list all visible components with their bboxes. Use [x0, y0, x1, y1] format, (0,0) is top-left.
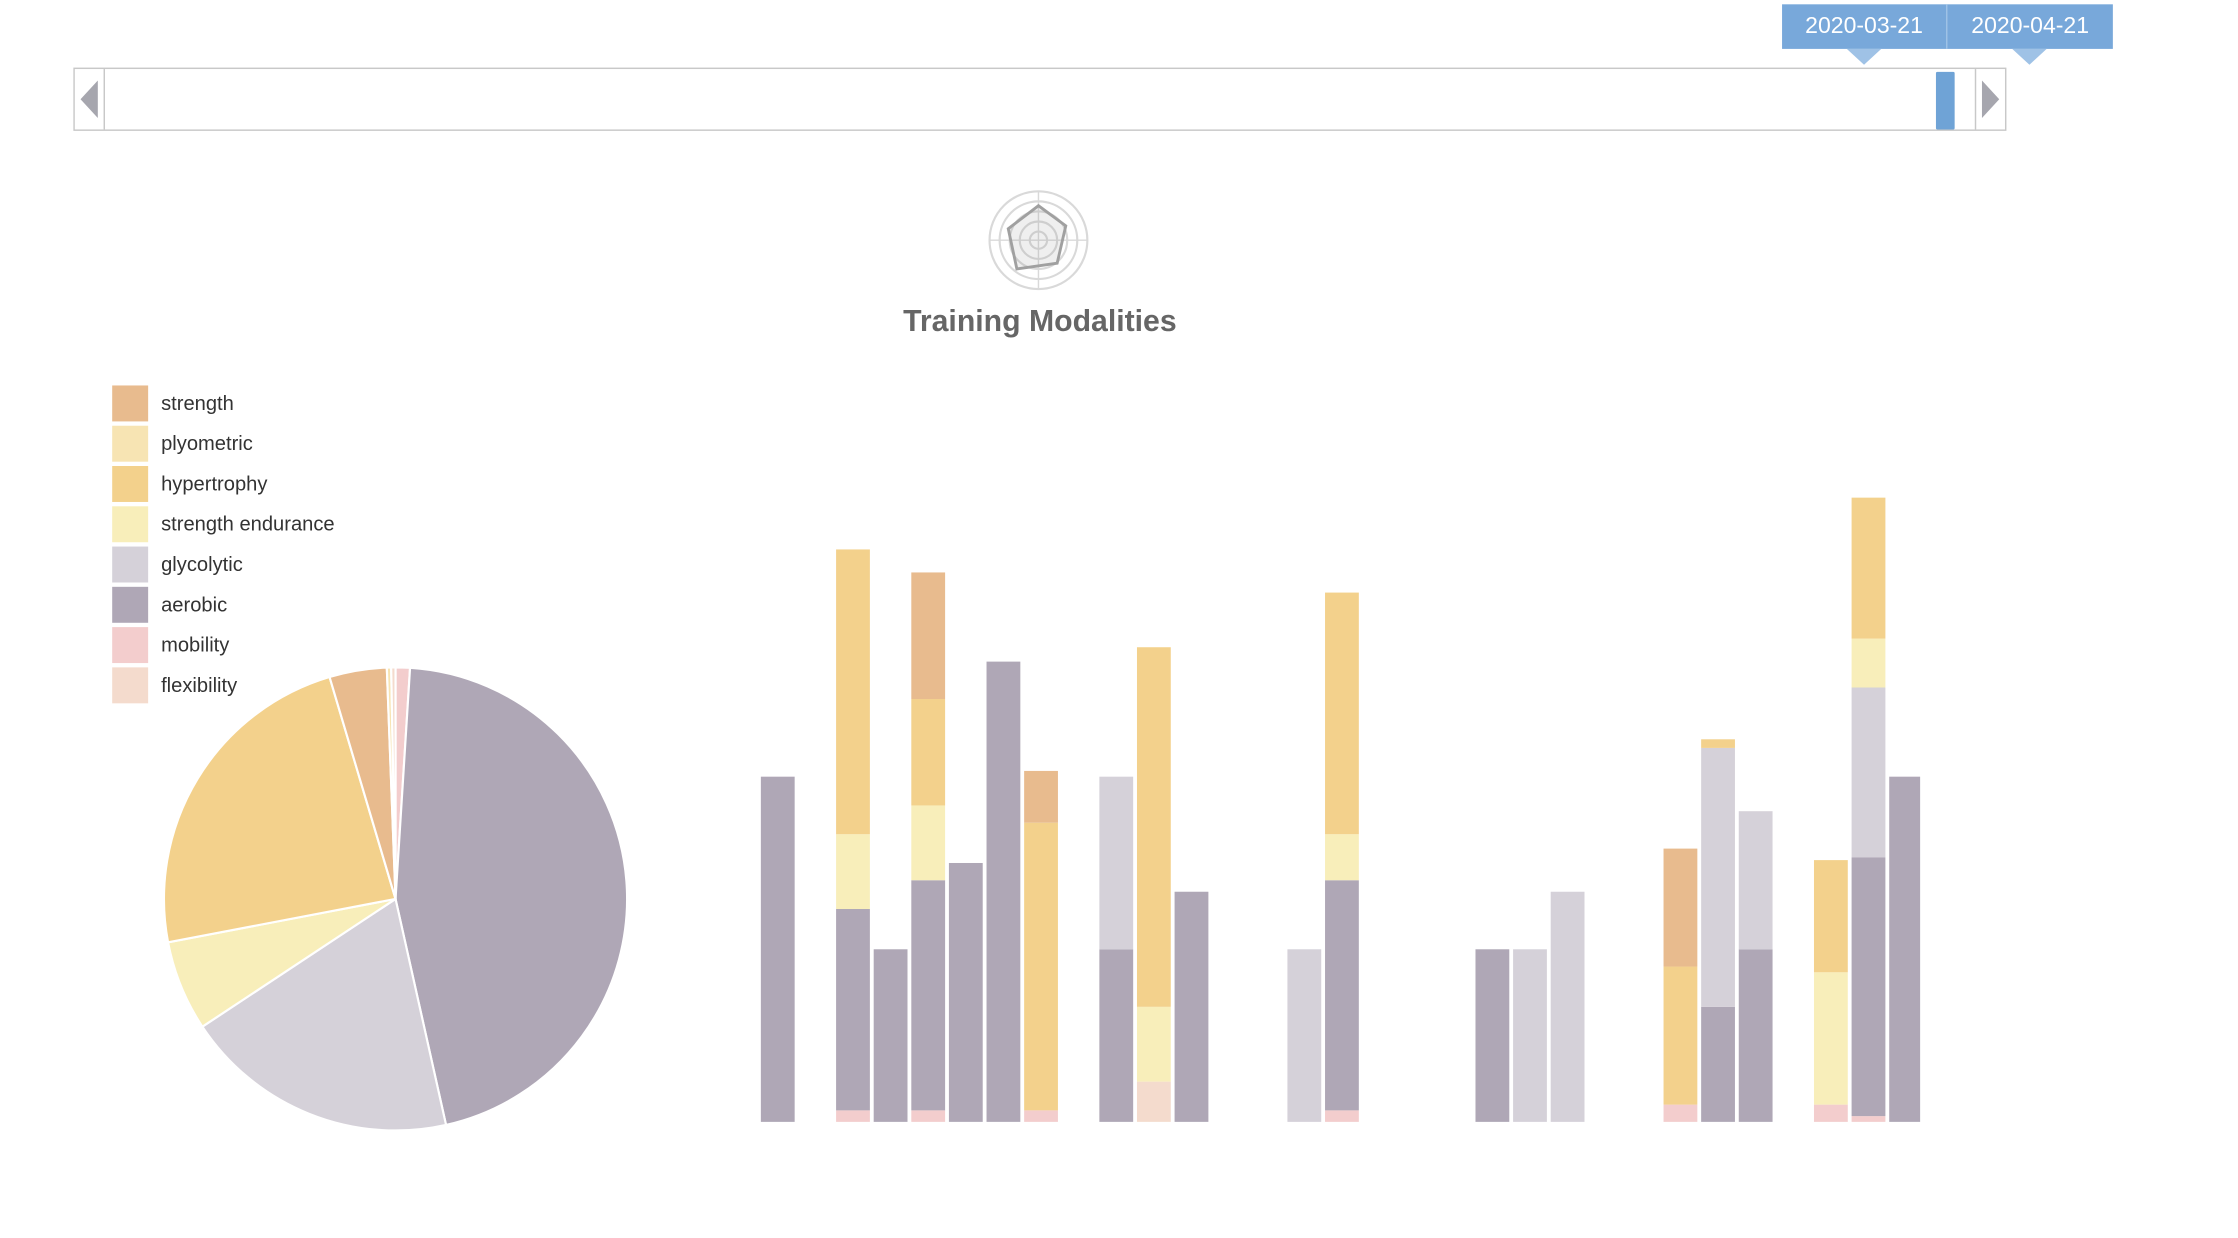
bar-segment-aerobic-26[interactable]	[1701, 1006, 1735, 1122]
chart-title: Training Modalities	[903, 304, 1177, 339]
arrow-right-icon	[1981, 80, 2000, 118]
bar-segment-aerobic-20[interactable]	[1475, 949, 1510, 1122]
range-end-date: 2020-04-21	[1946, 4, 2113, 65]
bar-segment-mobility-5[interactable]	[911, 1110, 946, 1122]
bar-segment-strength-endurance-29[interactable]	[1813, 972, 1848, 1105]
pie-slice-aerobic[interactable]	[394, 666, 629, 1127]
slider-handle[interactable]	[1935, 71, 1955, 130]
pie-chart	[162, 666, 629, 1132]
bar-segment-glycolytic-15[interactable]	[1287, 949, 1322, 1122]
bar-segment-hypertrophy-5[interactable]	[911, 699, 946, 806]
bar-segment-aerobic-16[interactable]	[1325, 880, 1359, 1111]
bar-segment-hypertrophy-26[interactable]	[1701, 739, 1735, 748]
range-start-date: 2020-03-21	[1782, 4, 1947, 65]
legend-swatch	[112, 506, 149, 543]
legend-swatch	[112, 586, 149, 623]
bar-segment-strength-25[interactable]	[1663, 848, 1698, 967]
bar-segment-mobility-30[interactable]	[1851, 1116, 1886, 1122]
bar-segment-aerobic-12[interactable]	[1174, 891, 1209, 1122]
bar-segment-mobility-16[interactable]	[1325, 1110, 1359, 1122]
bar-segment-glycolytic-10[interactable]	[1099, 776, 1134, 950]
bar-segment-aerobic-30[interactable]	[1851, 857, 1886, 1117]
bar-segment-hypertrophy-25[interactable]	[1663, 966, 1698, 1105]
bar-segment-aerobic-3[interactable]	[836, 909, 870, 1111]
bar-segment-aerobic-4[interactable]	[873, 949, 908, 1122]
slider-prev-button[interactable]	[75, 69, 105, 130]
legend-label: glycolytic	[161, 552, 243, 576]
legend-swatch	[112, 385, 149, 422]
legend-swatch	[112, 466, 149, 502]
legend-label: hypertrophy	[161, 471, 268, 495]
bar-segment-hypertrophy-29[interactable]	[1813, 860, 1848, 973]
bar-segment-strength-5[interactable]	[911, 572, 946, 700]
legend-label: flexibility	[161, 673, 238, 697]
bar-segment-aerobic-27[interactable]	[1738, 949, 1773, 1122]
legend-label: mobility	[161, 632, 230, 656]
bar-segment-hypertrophy-3[interactable]	[836, 549, 870, 835]
bar-segment-mobility-25[interactable]	[1663, 1104, 1698, 1122]
bar-segment-glycolytic-22[interactable]	[1550, 891, 1585, 1122]
pie-slice-hypertrophy[interactable]	[162, 675, 397, 944]
legend-label: strength endurance	[161, 512, 335, 536]
date-range-slider[interactable]	[73, 67, 2007, 131]
bar-segment-glycolytic-26[interactable]	[1701, 747, 1735, 1007]
bar-segment-strength-endurance-5[interactable]	[911, 805, 946, 881]
legend-label: strength	[161, 391, 234, 415]
bar-segment-aerobic-10[interactable]	[1099, 949, 1134, 1122]
pie-slice-glycolytic[interactable]	[200, 897, 448, 1132]
bar-segment-hypertrophy-11[interactable]	[1136, 647, 1171, 1007]
bar-segment-strength-endurance-30[interactable]	[1851, 638, 1886, 688]
legend-swatch	[112, 627, 149, 664]
bar-segment-glycolytic-21[interactable]	[1513, 949, 1547, 1122]
bar-segment-mobility-3[interactable]	[836, 1110, 870, 1122]
arrow-left-icon	[80, 80, 98, 118]
legend-swatch	[112, 425, 149, 462]
bar-segment-glycolytic-27[interactable]	[1738, 811, 1773, 950]
stacked-bar-chart	[760, 497, 1921, 1122]
bar-segment-flexibility-11[interactable]	[1136, 1081, 1171, 1122]
legend-label: aerobic	[161, 592, 228, 616]
bar-segment-aerobic-1[interactable]	[760, 776, 795, 1122]
legend-swatch	[112, 546, 149, 583]
bar-segment-strength-endurance-16[interactable]	[1325, 834, 1359, 881]
bar-segment-strength-8[interactable]	[1024, 770, 1058, 823]
bar-segment-strength-endurance-11[interactable]	[1136, 1006, 1171, 1082]
bar-segment-aerobic-6[interactable]	[948, 862, 983, 1122]
bar-segment-hypertrophy-8[interactable]	[1024, 822, 1058, 1111]
legend-swatch	[112, 667, 149, 704]
bar-segment-aerobic-5[interactable]	[911, 880, 946, 1111]
bar-segment-aerobic-7[interactable]	[986, 661, 1021, 1122]
bar-segment-mobility-8[interactable]	[1024, 1110, 1058, 1122]
legend-label: plyometric	[161, 431, 253, 455]
bar-segment-aerobic-31[interactable]	[1889, 776, 1921, 1122]
bar-segment-glycolytic-30[interactable]	[1851, 687, 1886, 858]
bar-segment-hypertrophy-30[interactable]	[1851, 497, 1886, 639]
bar-segment-strength-endurance-3[interactable]	[836, 834, 870, 910]
radar-chart-icon	[988, 190, 1089, 291]
pie-slice-flexibility[interactable]	[390, 666, 397, 899]
bar-segment-mobility-29[interactable]	[1813, 1104, 1848, 1122]
bar-segment-hypertrophy-16[interactable]	[1325, 592, 1359, 835]
slider-next-button[interactable]	[1974, 69, 2005, 130]
